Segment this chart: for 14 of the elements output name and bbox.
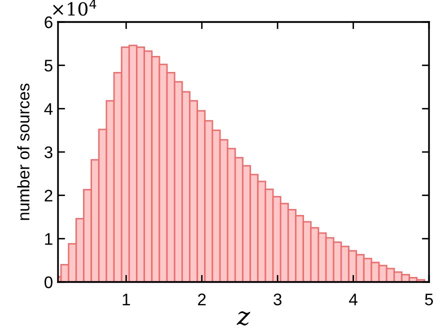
y-tick-label: 3 — [44, 146, 52, 158]
x-tick-label: 4 — [349, 294, 358, 306]
x-tick-label: 1 — [122, 294, 130, 306]
x-tick-label: 3 — [274, 294, 282, 306]
x-axis-title: z — [236, 311, 250, 326]
y-tick-label: 1 — [45, 233, 52, 245]
y-axis-title: number of sources — [17, 84, 30, 220]
x-tick-label: 2 — [198, 294, 206, 306]
y-tick-label: 0 — [44, 276, 52, 288]
y-tick-label: 6 — [44, 16, 52, 28]
x-tick-label: 5 — [425, 294, 433, 306]
y-tick-label: 5 — [44, 60, 52, 72]
y-tick-label: 2 — [44, 190, 52, 202]
y-tick-label: 4 — [44, 103, 53, 115]
